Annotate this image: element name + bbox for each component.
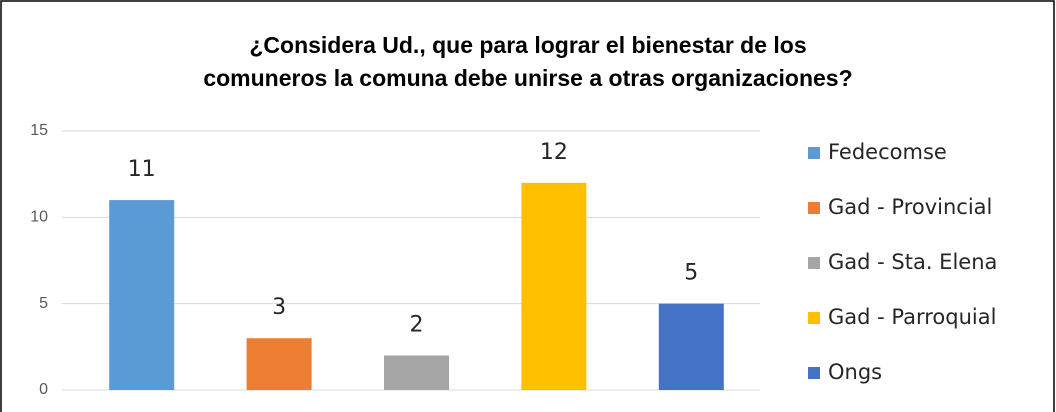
- y-tick-label: 15: [30, 122, 48, 139]
- data-label: 12: [540, 140, 568, 165]
- legend-swatch: [808, 202, 820, 214]
- data-label: 5: [684, 261, 698, 286]
- y-tick-label: 5: [39, 295, 48, 312]
- bar: [384, 355, 449, 390]
- chart-title: comuneros la comuna debe unirse a otras …: [203, 65, 852, 91]
- legend-swatch: [808, 147, 820, 159]
- legend-label: Gad - Sta. Elena: [828, 250, 997, 274]
- legend-label: Ongs: [828, 360, 882, 384]
- bar: [246, 338, 312, 390]
- legend-swatch: [808, 312, 820, 324]
- chart-title: ¿Considera Ud., que para lograr el biene…: [249, 32, 806, 58]
- legend-swatch: [808, 367, 820, 379]
- bar: [521, 182, 587, 390]
- legend-label: Gad - Provincial: [828, 195, 992, 219]
- data-label: 11: [128, 157, 156, 182]
- bar: [109, 200, 175, 390]
- y-tick-label: 0: [39, 381, 48, 398]
- legend-label: Gad - Parroquial: [828, 305, 996, 329]
- data-label: 3: [272, 295, 286, 320]
- legend-swatch: [808, 257, 820, 269]
- data-label: 2: [410, 312, 424, 337]
- bar: [658, 303, 724, 390]
- y-tick-label: 10: [30, 209, 48, 226]
- legend-label: Fedecomse: [828, 140, 947, 164]
